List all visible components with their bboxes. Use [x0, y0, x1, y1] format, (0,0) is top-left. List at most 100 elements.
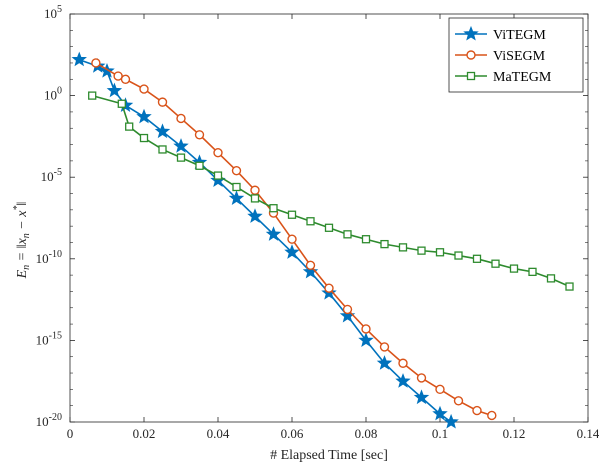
data-point [435, 384, 445, 395]
data-point [125, 122, 134, 131]
legend-marker [466, 50, 476, 60]
x-tick-label: 0.12 [503, 426, 526, 441]
y-label-eq: = ‖x [15, 237, 30, 264]
x-axis-label: # Elapsed Time [sec] [270, 448, 388, 463]
data-point [213, 171, 223, 180]
data-point [491, 259, 500, 268]
data-point [194, 130, 205, 140]
data-point [343, 230, 352, 239]
data-point [528, 267, 537, 277]
legend-label: MaTEGM [493, 70, 552, 85]
data-point [213, 148, 223, 158]
y-tick-label: 10-15 [36, 330, 62, 347]
data-point [361, 324, 371, 334]
y-axis-label: En = ‖xn − x*‖ [12, 202, 32, 280]
data-point [136, 108, 152, 124]
data-point [195, 161, 204, 170]
y-label-minus: − x [15, 210, 30, 233]
data-point [417, 246, 426, 255]
axes-frame [69, 13, 589, 423]
data-point [231, 165, 242, 176]
y-tick-label: 100 [44, 86, 62, 103]
data-point [247, 208, 263, 223]
y-label-e: E [15, 269, 30, 279]
legend-marker [466, 71, 476, 81]
y-tick-label: 105 [44, 4, 62, 21]
x-tick-label: 0.14 [577, 426, 599, 441]
data-point [454, 251, 463, 260]
data-point [379, 342, 390, 352]
data-point [342, 304, 353, 315]
data-point [113, 71, 123, 81]
data-point [176, 153, 186, 162]
data-point [176, 113, 186, 124]
x-tick-label: 0.02 [133, 426, 156, 441]
x-tick-label: 0.08 [355, 426, 378, 441]
data-point [416, 373, 427, 383]
data-point [250, 185, 260, 195]
data-point [324, 283, 334, 293]
data-point [269, 204, 278, 213]
data-point [324, 223, 334, 232]
data-point [250, 194, 260, 203]
x-tick-label: 0 [67, 426, 74, 441]
data-point [432, 405, 448, 421]
data-point [91, 58, 101, 68]
y-label-n2: n [21, 233, 32, 238]
data-point [158, 145, 167, 154]
legend-label: ViTEGM [493, 28, 546, 43]
data-point [157, 97, 168, 107]
legend-marker [463, 25, 479, 41]
data-point [395, 373, 411, 388]
data-point [99, 63, 115, 78]
data-point [173, 138, 189, 153]
data-point [398, 358, 408, 368]
data-point [287, 210, 297, 219]
data-point [306, 217, 315, 226]
data-point [358, 332, 374, 347]
data-point [413, 389, 430, 405]
data-point [453, 396, 464, 406]
axes: 0 0.02 0.04 0.06 0.08 0.1 0.12 0.14 105 100 10-5 10… [36, 4, 599, 441]
legend: ViTEGM ViSEGM MaTEGM [448, 17, 584, 93]
data-point [472, 254, 482, 263]
data-point [361, 235, 371, 244]
series-visegm [91, 58, 497, 421]
y-tick-label: 10-20 [36, 412, 62, 429]
data-point [71, 51, 87, 67]
data-point [265, 226, 282, 241]
y-label-n: n [21, 265, 32, 270]
series-mategm [88, 91, 574, 291]
data-point [509, 264, 519, 273]
data-point [565, 282, 574, 291]
y-tick-label: 10-10 [36, 249, 62, 266]
data-point [305, 260, 316, 271]
data-point [228, 190, 245, 205]
y-label-star: * [12, 206, 23, 211]
y-label-close: ‖ [15, 202, 30, 206]
data-point [88, 91, 97, 100]
data-point [284, 244, 300, 259]
data-point [380, 239, 389, 249]
data-point [487, 410, 497, 421]
data-point [472, 405, 482, 416]
data-point [302, 263, 319, 279]
data-point [287, 234, 297, 244]
x-tick-label: 0.1 [432, 426, 448, 441]
data-point [154, 123, 171, 139]
data-point [139, 133, 149, 143]
data-point [546, 274, 556, 283]
data-point [117, 99, 126, 108]
legend-label: ViSEGM [493, 49, 546, 64]
y-tick-label: 10-5 [41, 167, 62, 184]
series-layer [71, 51, 574, 429]
data-point [443, 413, 459, 429]
data-point [139, 84, 149, 94]
data-point [376, 355, 393, 370]
x-tick-label: 0.04 [207, 426, 230, 441]
x-tick-label: 0.06 [281, 426, 304, 441]
data-point [106, 82, 123, 98]
data-point [120, 74, 131, 84]
data-point [398, 243, 408, 252]
